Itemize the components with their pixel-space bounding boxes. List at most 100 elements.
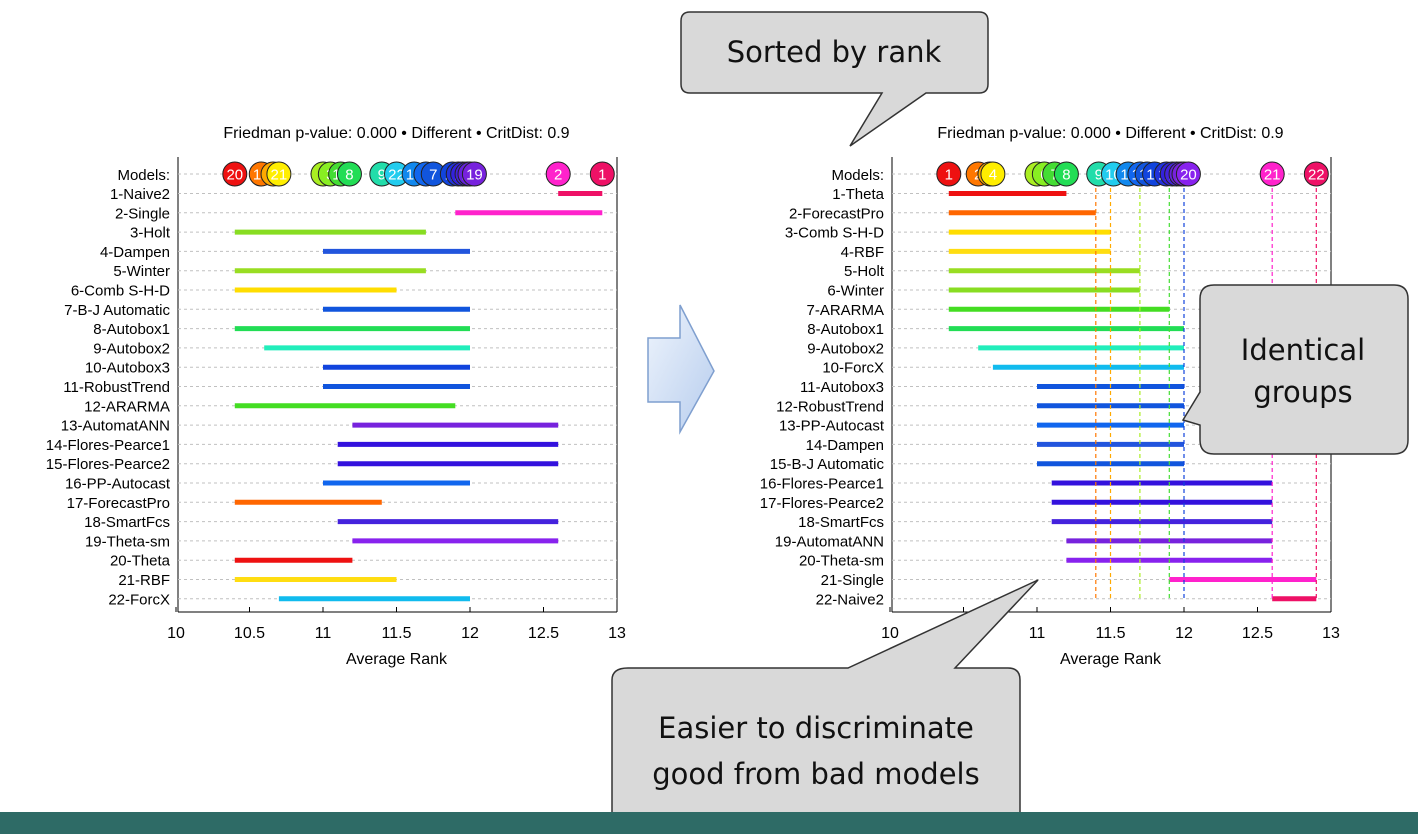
rank-marker-label: 2 <box>554 167 562 184</box>
callout-identical-line1: Identical <box>1241 333 1365 367</box>
x-tick-label: 10.5 <box>234 625 265 642</box>
x-tick-label: 11 <box>1029 625 1046 642</box>
model-label: 2-Single <box>115 205 170 222</box>
rank-marker <box>589 161 615 187</box>
model-label: 9-Autobox2 <box>807 340 884 357</box>
rank-marker-label: 9 <box>1095 167 1103 184</box>
x-tick-label: 12.5 <box>1242 625 1273 642</box>
model-label: 14-Dampen <box>806 437 884 454</box>
model-label: 5-Winter <box>113 263 170 280</box>
rank-marker <box>266 161 292 187</box>
model-label: 17-ForecastPro <box>67 495 170 512</box>
model-label: 8-Autobox1 <box>807 321 884 338</box>
rank-marker-label: 8 <box>1062 167 1070 184</box>
rank-marker <box>1175 161 1201 187</box>
model-label: 10-Autobox3 <box>85 360 170 377</box>
model-label: 19-Theta-sm <box>85 533 170 550</box>
x-tick-label: 10 <box>167 625 185 642</box>
callout-identical-groups: Identical groups <box>1181 284 1409 455</box>
chart-title: Friedman p-value: 0.000 • Different • Cr… <box>937 125 1283 142</box>
model-label: 19-AutomatANN <box>775 533 884 550</box>
rank-marker-label: 9 <box>378 167 386 184</box>
x-tick-label: 11.5 <box>382 625 412 642</box>
model-label: 1-Naive2 <box>110 186 170 203</box>
model-label: 7-ARARMA <box>806 302 884 319</box>
x-tick-label: 12 <box>1175 625 1193 642</box>
model-label: 16-Flores-Pearce1 <box>760 476 884 493</box>
model-label: 11-RobustTrend <box>63 379 170 396</box>
model-label: 6-Winter <box>827 283 884 300</box>
x-tick-label: 11.5 <box>1096 625 1126 642</box>
model-label: 12-ARARMA <box>84 398 170 415</box>
model-label: 2-ForecastPro <box>789 205 884 222</box>
model-label: 4-Dampen <box>100 244 170 261</box>
rank-marker-label: 22 <box>388 167 405 184</box>
x-tick-label: 12 <box>461 625 479 642</box>
model-label: 22-Naive2 <box>816 591 884 608</box>
rank-marker-label: 1 <box>945 167 953 184</box>
models-label: Models: <box>831 167 884 184</box>
callout-easier-discriminate: Easier to discriminate good from bad mod… <box>611 579 1039 828</box>
model-label: 10-ForcX <box>822 360 884 377</box>
rank-marker-label: 19 <box>466 167 483 184</box>
models-label: Models: <box>117 167 170 184</box>
model-label: 6-Comb S-H-D <box>71 283 170 300</box>
model-label: 7-B-J Automatic <box>64 302 170 319</box>
model-label: 16-PP-Autocast <box>65 476 171 493</box>
rank-marker-label: 4 <box>989 167 997 184</box>
rank-marker-label: 21 <box>271 167 288 184</box>
x-axis-label: Average Rank <box>1060 651 1162 668</box>
model-label: 20-Theta <box>110 553 171 570</box>
rank-marker <box>1053 161 1079 187</box>
rank-marker <box>461 161 487 187</box>
rank-marker-label: 20 <box>226 167 243 184</box>
rank-marker <box>936 161 962 187</box>
callout-easier-line2: good from bad models <box>652 757 979 791</box>
model-label: 21-RBF <box>118 572 170 589</box>
callout-identical-line2: groups <box>1253 375 1352 409</box>
x-axis-label: Average Rank <box>346 651 448 668</box>
x-tick-label: 13 <box>608 625 626 642</box>
callout-sorted-by-rank: Sorted by rank <box>680 11 989 147</box>
model-label: 20-Theta-sm <box>799 553 884 570</box>
rank-marker <box>222 161 248 187</box>
x-tick-label: 12.5 <box>528 625 559 642</box>
rank-marker-label: 21 <box>1264 167 1281 184</box>
rank-marker-label: 1 <box>598 167 606 184</box>
x-tick-label: 11 <box>315 625 332 642</box>
chart-original-order: Friedman p-value: 0.000 • Different • Cr… <box>46 125 626 668</box>
callout-easier-line1: Easier to discriminate <box>658 711 974 745</box>
model-label: 4-RBF <box>841 244 884 261</box>
model-label: 14-Flores-Pearce1 <box>46 437 170 454</box>
rank-marker-label: 20 <box>1180 167 1197 184</box>
model-label: 12-RobustTrend <box>776 398 884 415</box>
callout-sorted-text: Sorted by rank <box>727 35 942 69</box>
model-label: 18-SmartFcs <box>84 514 170 531</box>
rank-marker <box>545 161 571 187</box>
right-arrow-icon <box>647 304 715 435</box>
rank-marker-label: 8 <box>345 167 353 184</box>
model-label: 18-SmartFcs <box>798 514 884 531</box>
rank-marker <box>1259 161 1285 187</box>
model-label: 15-Flores-Pearce2 <box>46 456 170 473</box>
model-label: 22-ForcX <box>108 591 170 608</box>
x-tick-label: 13 <box>1322 625 1340 642</box>
model-label: 8-Autobox1 <box>93 321 170 338</box>
model-label: 17-Flores-Pearce2 <box>760 495 884 512</box>
rank-marker <box>980 161 1006 187</box>
model-label: 11-Autobox3 <box>800 379 884 396</box>
chart-title: Friedman p-value: 0.000 • Different • Cr… <box>223 125 569 142</box>
model-label: 13-AutomatANN <box>61 418 170 435</box>
model-label: 9-Autobox2 <box>93 340 170 357</box>
model-label: 5-Holt <box>844 263 885 280</box>
rank-marker-label: 7 <box>429 167 437 184</box>
footer-band <box>0 812 1418 834</box>
model-label: 1-Theta <box>832 186 884 203</box>
x-tick-label: 10 <box>881 625 899 642</box>
model-label: 3-Comb S-H-D <box>785 225 884 242</box>
rank-marker-label: 22 <box>1308 167 1325 184</box>
model-label: 13-PP-Autocast <box>779 418 885 435</box>
model-label: 15-B-J Automatic <box>770 456 885 473</box>
